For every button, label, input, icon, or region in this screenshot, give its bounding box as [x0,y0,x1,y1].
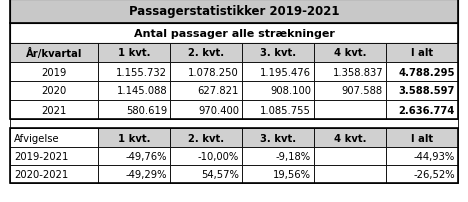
Text: 1.195.476: 1.195.476 [260,67,311,77]
Bar [170,63,242,82]
Bar [386,82,458,101]
Bar [170,128,242,147]
Text: 2. kvt.: 2. kvt. [188,48,224,58]
Bar [170,101,242,119]
Text: Afvigelse: Afvigelse [14,133,59,143]
Text: 2020: 2020 [41,86,66,96]
Text: 2. kvt.: 2. kvt. [188,133,224,143]
Text: 4 kvt.: 4 kvt. [334,133,366,143]
Text: 2019: 2019 [41,67,66,77]
Bar [10,165,98,183]
Text: -26,52%: -26,52% [413,169,455,179]
Bar [242,128,314,147]
Text: 580.619: 580.619 [126,105,167,115]
Bar [386,128,458,147]
Bar [314,147,386,165]
Text: I alt: I alt [411,48,433,58]
Text: 3. kvt.: 3. kvt. [260,48,296,58]
Bar [10,119,458,128]
Bar [314,44,386,63]
Bar [170,147,242,165]
Bar [314,63,386,82]
Bar [242,44,314,63]
Bar [10,0,458,24]
Text: 4.788.295: 4.788.295 [398,67,455,77]
Bar [10,24,458,44]
Bar [98,147,170,165]
Bar [242,147,314,165]
Bar [170,165,242,183]
Text: 1.145.088: 1.145.088 [117,86,167,96]
Bar [314,165,386,183]
Text: 2021: 2021 [41,105,66,115]
Text: -44,93%: -44,93% [414,151,455,161]
Bar [170,82,242,101]
Text: 627.821: 627.821 [197,86,239,96]
Text: 2019-2021: 2019-2021 [14,151,68,161]
Text: -49,76%: -49,76% [125,151,167,161]
Text: 1.078.250: 1.078.250 [188,67,239,77]
Bar [10,82,98,101]
Bar [10,63,98,82]
Text: 970.400: 970.400 [198,105,239,115]
Bar [314,82,386,101]
Text: 3. kvt.: 3. kvt. [260,133,296,143]
Text: 1.155.732: 1.155.732 [116,67,167,77]
Text: 907.588: 907.588 [342,86,383,96]
Text: 1 kvt.: 1 kvt. [118,133,150,143]
Text: 1 kvt.: 1 kvt. [118,48,150,58]
Text: 2020-2021: 2020-2021 [14,169,68,179]
Bar [170,44,242,63]
Text: Passagerstatistikker 2019-2021: Passagerstatistikker 2019-2021 [129,5,339,18]
Text: -49,29%: -49,29% [125,169,167,179]
Bar [386,147,458,165]
Bar [98,44,170,63]
Text: 54,57%: 54,57% [201,169,239,179]
Text: Antal passager alle strækninger: Antal passager alle strækninger [133,29,335,39]
Text: -10,00%: -10,00% [198,151,239,161]
Bar [98,101,170,119]
Bar [10,128,98,147]
Bar [242,63,314,82]
Text: I alt: I alt [411,133,433,143]
Text: -9,18%: -9,18% [276,151,311,161]
Text: 1.085.755: 1.085.755 [260,105,311,115]
Bar [10,0,458,119]
Text: År/kvartal: År/kvartal [26,48,82,59]
Bar [10,128,458,183]
Bar [10,44,98,63]
Bar [314,128,386,147]
Bar [10,147,98,165]
Bar [98,128,170,147]
Text: 3.588.597: 3.588.597 [399,86,455,96]
Bar [314,101,386,119]
Bar [10,101,98,119]
Text: 19,56%: 19,56% [273,169,311,179]
Text: 2.636.774: 2.636.774 [399,105,455,115]
Bar [98,165,170,183]
Bar [386,165,458,183]
Bar [242,101,314,119]
Bar [386,44,458,63]
Bar [386,101,458,119]
Bar [242,165,314,183]
Bar [98,63,170,82]
Text: 1.358.837: 1.358.837 [332,67,383,77]
Bar [386,63,458,82]
Bar [98,82,170,101]
Text: 4 kvt.: 4 kvt. [334,48,366,58]
Text: 908.100: 908.100 [270,86,311,96]
Bar [242,82,314,101]
